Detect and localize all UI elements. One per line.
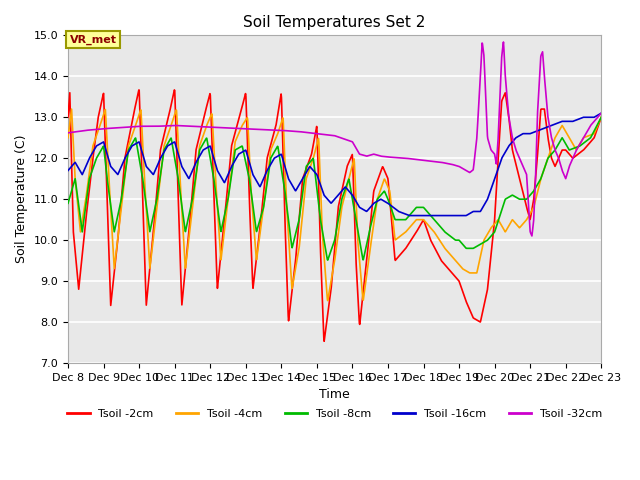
- X-axis label: Time: Time: [319, 388, 350, 401]
- Legend: Tsoil -2cm, Tsoil -4cm, Tsoil -8cm, Tsoil -16cm, Tsoil -32cm: Tsoil -2cm, Tsoil -4cm, Tsoil -8cm, Tsoi…: [63, 404, 606, 423]
- Text: VR_met: VR_met: [70, 35, 117, 45]
- Title: Soil Temperatures Set 2: Soil Temperatures Set 2: [243, 15, 426, 30]
- Y-axis label: Soil Temperature (C): Soil Temperature (C): [15, 135, 28, 264]
